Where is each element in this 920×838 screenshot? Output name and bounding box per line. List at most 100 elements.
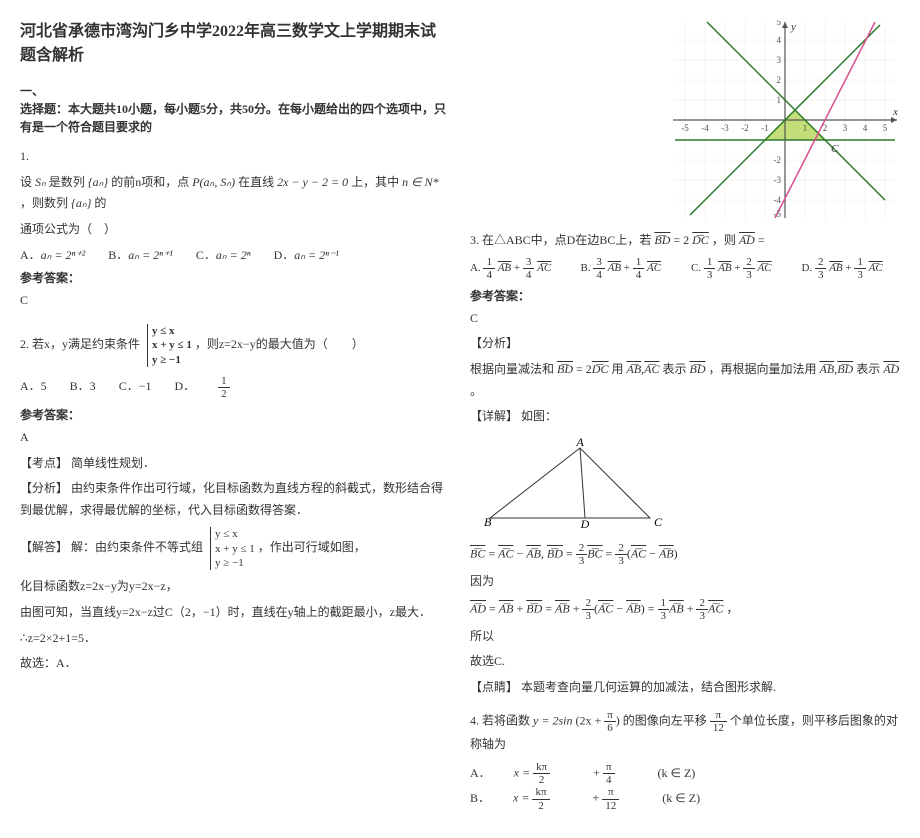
triangle-diagram: A B D C: [470, 438, 670, 528]
q2-l1: 化目标函数z=2x−y为y=2x−z，: [20, 576, 450, 598]
q3d2n: 1: [854, 256, 866, 269]
q3a2n: 3: [523, 256, 535, 269]
svg-text:-1: -1: [761, 123, 769, 133]
svg-text:2: 2: [777, 75, 782, 85]
y-label: y: [790, 21, 796, 33]
q2-jd-label: 【解答】: [20, 541, 68, 555]
feasible-region: [765, 110, 825, 140]
q1-opt-c: C．aₙ = 2ⁿ: [196, 246, 251, 263]
q3b-ac: A͞C: [647, 262, 661, 274]
q2-d-frac: 1 2: [218, 375, 250, 400]
q2-l2: 由图可知，当直线y=2x−z过C（2，−1）时，直线在y轴上的截距最小，z最大．: [20, 602, 450, 624]
q2-opt-d: D． 1 2: [174, 375, 269, 400]
q3-derive-1: B͞C = A͞C − A͞B, B͞D = 23B͞C = 23(A͞C − …: [470, 542, 900, 567]
q3-derive-2: A͞D = A͞B + B͞D = A͞B + 23(A͞C − A͞B) = …: [470, 597, 900, 622]
q1-opt-d: D．aₙ = 2ⁿ⁻¹: [274, 246, 339, 263]
q3fxf: 。: [470, 384, 482, 398]
q4b-d2: 12: [602, 800, 619, 812]
q1-t2: 是数列: [49, 175, 85, 189]
q4-fnin: 2x +: [579, 713, 604, 727]
q3-dj-label: 【点睛】: [470, 680, 518, 694]
q1-eq: 2x − y − 2 = 0: [277, 175, 348, 189]
section-1-text: 选择题：本大题共10小题，每小题5分，共50分。在每小题给出的四个选项中，只有是…: [20, 102, 446, 134]
q2-num: 2.: [20, 337, 32, 351]
q3c-ab: A͞B: [718, 262, 731, 274]
point-c-label: C: [831, 143, 839, 155]
q3fx-ab: A͞B: [626, 362, 641, 376]
q3fx-bd2: B͞D: [690, 362, 706, 376]
q2-d-den: 2: [218, 388, 230, 400]
q3-ad: A͞D: [739, 233, 755, 247]
svg-text:2: 2: [823, 123, 828, 133]
q4a-n1: kπ: [533, 761, 550, 774]
q3a1d: 4: [483, 269, 495, 281]
q4-b-lbl: B．: [470, 789, 490, 806]
svg-text:1: 1: [803, 123, 808, 133]
q1-opt-b: B．aₙ = 2ⁿ⁺¹: [108, 246, 173, 263]
q3fx-ab2: A͞B: [820, 362, 835, 376]
q1-c-val: aₙ = 2ⁿ: [216, 248, 251, 262]
y-arrow: [782, 22, 788, 28]
q2-jd-brace: y ≤ x x + y ≤ 1 y ≥ −1: [210, 527, 255, 570]
q3-xj: 【详解】 如图：: [470, 406, 900, 428]
svg-text:3: 3: [777, 55, 782, 65]
q3-dc: D͞C: [692, 233, 709, 247]
q4-tb: 的图像向左平移: [623, 713, 707, 727]
q2-l3: ∴z=2×2+1=5．: [20, 628, 450, 650]
q4-num: 4.: [470, 713, 482, 727]
q4a-d2: 4: [603, 774, 615, 786]
q3-body: 3. 在△ABC中，点D在边BC上，若 B͞D = 2 D͞C ，则 A͞D =: [470, 230, 900, 252]
q2-body: 2. 若x，y满足约束条件 y ≤ x x + y ≤ 1 y ≥ −1 ，则z…: [20, 322, 450, 369]
q1-t3: 的前n项和，点: [111, 175, 189, 189]
q3-so: 所以: [470, 626, 900, 648]
q3b2d: 4: [633, 269, 645, 281]
q4-options: A． x = kπ2 + π4 (k ∈ Z) B． x = kπ2 + π12…: [470, 761, 900, 811]
q4-6: 6: [604, 722, 616, 734]
tri-b: B: [484, 515, 492, 528]
q2-constraints: y ≤ x x + y ≤ 1 y ≥ −1: [147, 324, 192, 367]
q4a-xeq: x =: [514, 766, 533, 780]
q3-tc: =: [758, 233, 765, 247]
q3c2d: 3: [743, 269, 755, 281]
q3a2d: 4: [523, 269, 535, 281]
q4-fn: y = 2sin: [533, 713, 572, 727]
q3a-ab: A͞B: [498, 262, 511, 274]
q2-fx-text: 由约束条件作出可行域，化目标函数为直线方程的斜截式，数形结合得到最优解，求得最优…: [20, 481, 443, 517]
q2-fx: 【分析】 由约束条件作出可行域，化目标函数为直线方程的斜截式，数形结合得到最优解…: [20, 478, 450, 521]
q3fxa: 根据向量减法和: [470, 362, 554, 376]
question-1: 1. 设 Sₙ 是数列 {aₙ} 的前n项和，点 P(aₙ, Sₙ) 在直线 2…: [20, 146, 450, 312]
q3fxe: 表示: [856, 362, 880, 376]
q3c2n: 2: [743, 256, 755, 269]
q2-d-label: D．: [174, 377, 195, 394]
q3-ans-label: 参考答案：: [470, 287, 900, 304]
q2-jc2: x + y ≤ 1: [215, 543, 255, 555]
q3b1n: 3: [593, 256, 605, 269]
q4-a-lbl: A．: [470, 764, 491, 781]
q3-opt-d: D. 23 A͞B + 13 A͞C: [802, 256, 901, 281]
q3fxd: ，再根据向量加法用: [709, 362, 817, 376]
q3d-ab: A͞B: [829, 262, 842, 274]
svg-text:5: 5: [883, 123, 888, 133]
q4-ta: 若将函数: [482, 713, 530, 727]
q1-t6: ，则数列: [20, 196, 68, 210]
q3a-ac: A͞C: [537, 262, 551, 274]
q1-tail: 通项公式为（ ）: [20, 219, 450, 241]
q3d1d: 3: [815, 269, 827, 281]
q3fx-bd: B͞D: [557, 362, 573, 376]
q4b-n1: kπ: [532, 786, 549, 799]
q1-an2: {aₙ}: [71, 196, 91, 210]
q4a-d1: 2: [533, 774, 550, 786]
svg-text:-4: -4: [701, 123, 709, 133]
q4a-kz: (k ∈ Z): [658, 766, 696, 781]
q2-tail: ，则z=2x−y的最大值为（ ）: [195, 337, 364, 351]
q3-pick: 故选C.: [470, 651, 900, 673]
q3fx-ad: A͞D: [883, 362, 899, 376]
q3-opt-a: A. 14 A͞B + 34 A͞C: [470, 256, 569, 281]
q4-opt-b: B． x = kπ2 + π12 (k ∈ Z): [470, 786, 720, 811]
q1-options: A．aₙ = 2ⁿ⁺² B．aₙ = 2ⁿ⁺¹ C．aₙ = 2ⁿ D．aₙ =…: [20, 246, 450, 263]
q3fx-ac: A͞C: [644, 362, 659, 376]
q3-bd: B͞D: [654, 233, 670, 247]
q1-p: P(aₙ, Sₙ): [192, 175, 235, 189]
q1-b-val: aₙ = 2ⁿ⁺¹: [128, 248, 173, 262]
q1-opt-a: A．aₙ = 2ⁿ⁺²: [20, 246, 85, 263]
